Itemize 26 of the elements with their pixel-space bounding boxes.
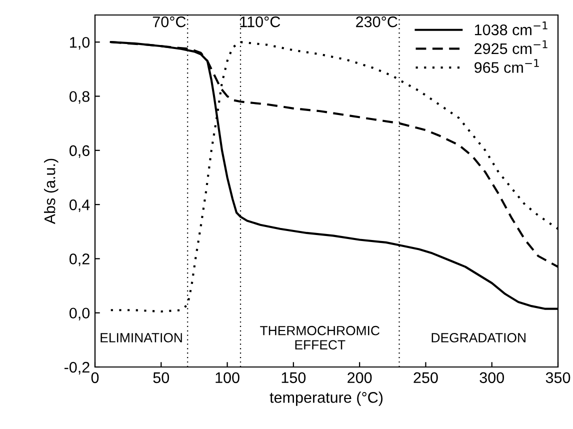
y-tick-label: 0,2 bbox=[70, 254, 90, 266]
ref-line-label: 70°C bbox=[152, 16, 186, 28]
y-tick-label: 0,8 bbox=[70, 91, 90, 104]
legend-label: 965 cm$^{−1}$ bbox=[474, 59, 539, 73]
ref-line-label: 110°C bbox=[240, 16, 280, 28]
y-tick-label: 0,6 bbox=[70, 145, 90, 158]
x-tick-label: 200 bbox=[348, 372, 372, 384]
legend-label: 1038 cm$^{−1}$ bbox=[474, 21, 548, 36]
y-tick-label: 1,0 bbox=[70, 36, 90, 50]
x-tick-label: 0 bbox=[91, 372, 99, 384]
x-tick-label: 100 bbox=[216, 372, 240, 384]
x-tick-label: 300 bbox=[480, 372, 504, 384]
x-tick-label: 350 bbox=[546, 372, 570, 384]
annotation: THERMOCHROMIC EFFECT bbox=[260, 326, 380, 350]
legend-label: 2925 cm$^{−1}$ bbox=[474, 40, 548, 54]
y-tick-label: 0,4 bbox=[70, 199, 90, 212]
y-axis-title: Abs (a.u.) bbox=[44, 158, 58, 224]
x-axis-title: temperature (°C) bbox=[270, 392, 383, 406]
x-tick-label: 250 bbox=[414, 372, 438, 384]
x-tick-label: 50 bbox=[153, 372, 170, 384]
y-tick-label: 0,0 bbox=[70, 308, 90, 320]
annotation: DEGRADATION bbox=[432, 333, 526, 342]
annotation: ELIMINATION bbox=[100, 333, 182, 342]
ref-line-label: 230°C bbox=[356, 16, 398, 28]
x-tick-label: 150 bbox=[282, 372, 306, 384]
y-tick-label: -0,2 bbox=[64, 362, 90, 374]
